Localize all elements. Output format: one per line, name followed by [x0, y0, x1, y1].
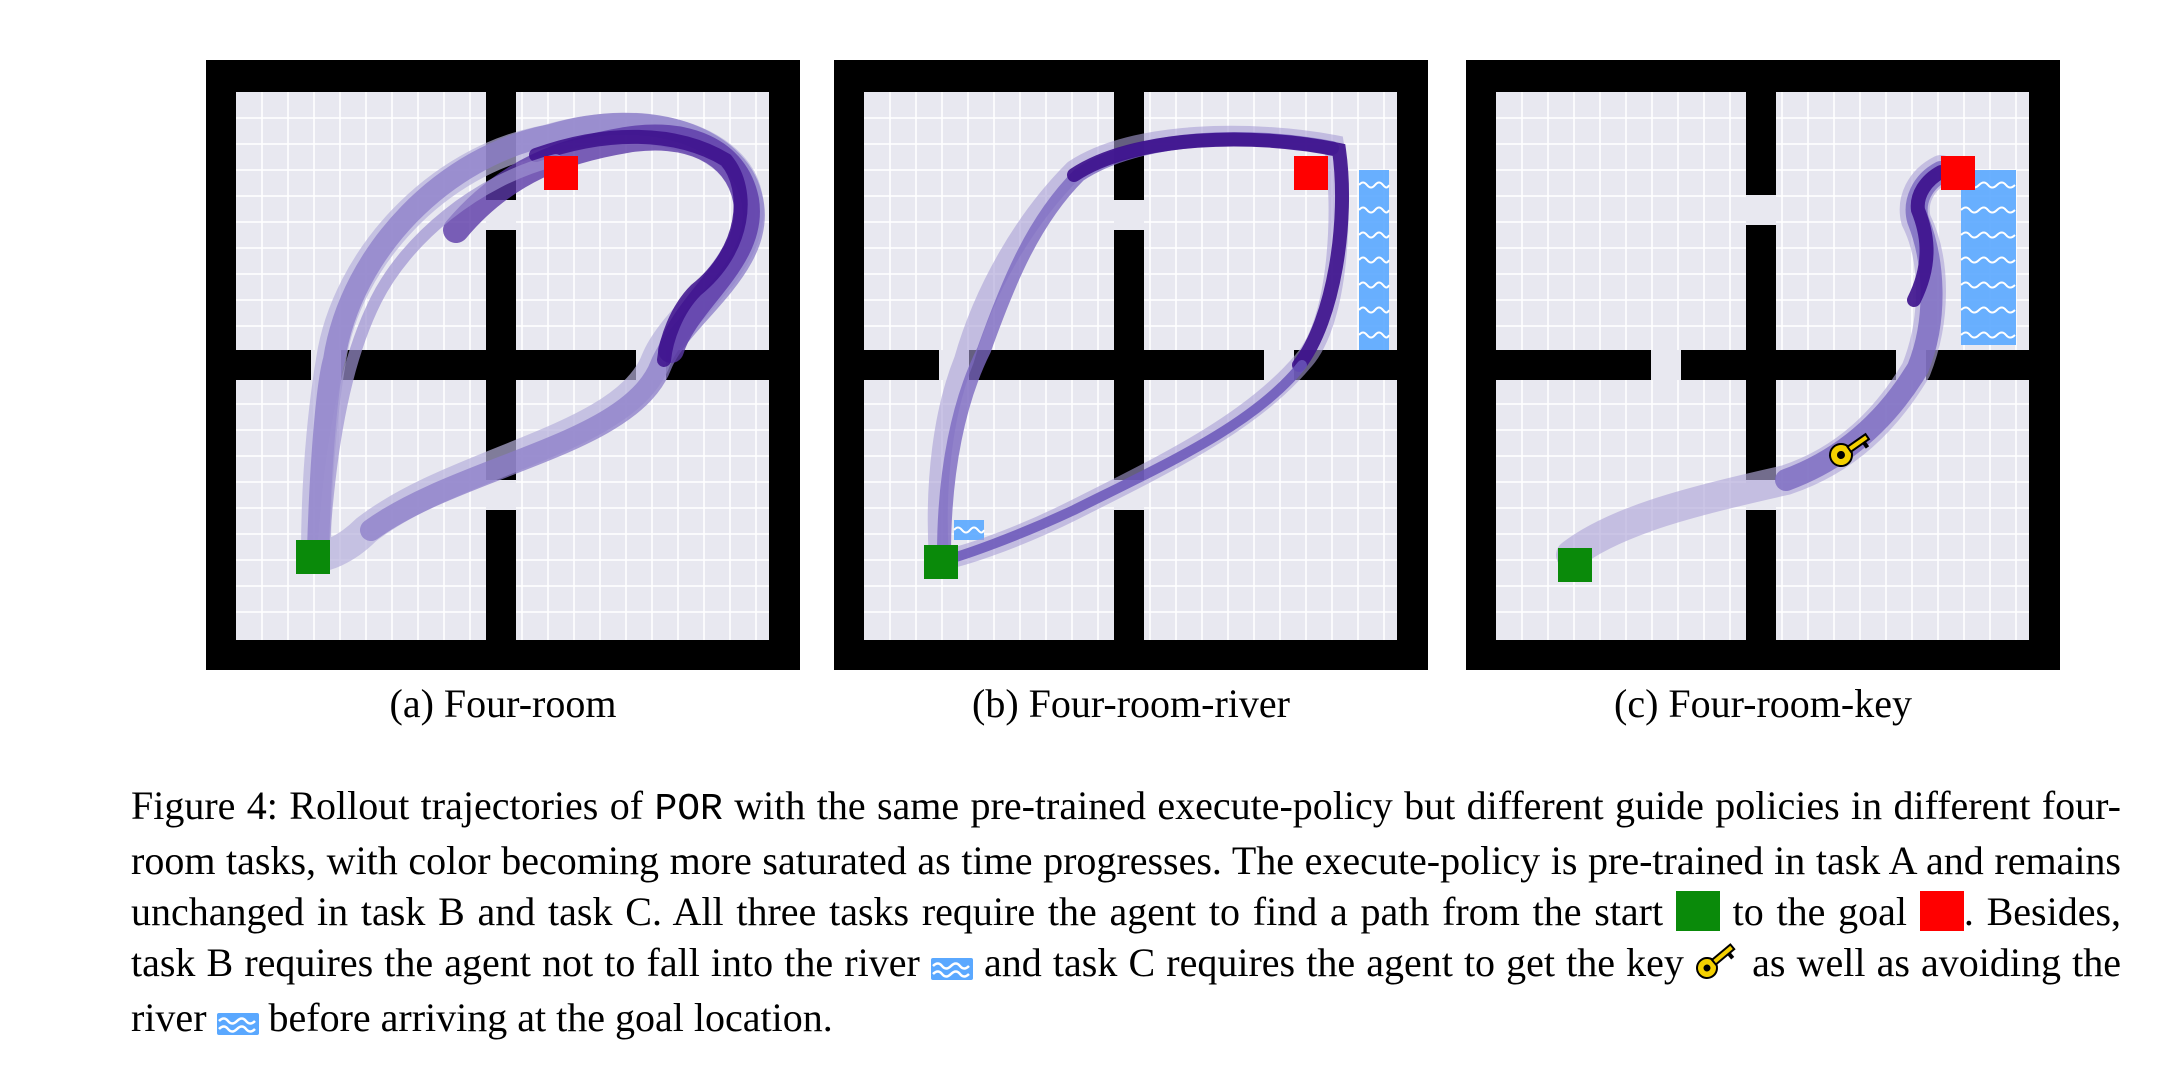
figure-caption: Figure 4: Rollout trajectories of POR wi…: [131, 780, 2121, 1047]
start-square-icon: [1675, 891, 1720, 931]
key-icon: [1695, 940, 1741, 992]
method-name: POR: [654, 788, 723, 831]
four-room-map: [206, 60, 800, 670]
caption-text-2: to the goal: [1732, 889, 1908, 934]
four-room-river-map: [834, 60, 1428, 670]
goal-square-icon: [544, 156, 578, 190]
river-icon: [1960, 170, 2016, 345]
river-icon: [930, 941, 973, 992]
subcaption-b: (b) Four-room-river: [972, 681, 1290, 726]
four-room-key-map: [1466, 60, 2060, 670]
start-square-icon: [924, 545, 958, 579]
caption-text-1: with the same pre-trained execute-policy…: [131, 783, 2121, 934]
start-square-icon: [1558, 548, 1592, 582]
caption-text-4: and task C requires the agent to get the…: [984, 940, 1684, 985]
trajectory-bundle: [927, 125, 1350, 570]
goal-square-icon: [1919, 891, 1964, 931]
caption-text-6: before arriving at the goal location.: [268, 995, 833, 1040]
panel-four-room-river: [834, 60, 1428, 670]
trajectory-bundle: [301, 112, 765, 572]
caption-text-5: as well as avoiding the river: [131, 940, 2122, 1040]
start-square-icon: [296, 540, 330, 574]
goal-square-icon: [1294, 156, 1328, 190]
panel-four-room-key: [1466, 60, 2060, 670]
caption-text-3: . Besides, task B requires the agent not…: [131, 889, 2122, 985]
goal-square-icon: [1941, 156, 1975, 190]
subcaption-a: (a) Four-room: [389, 681, 617, 726]
subcaption-c: (c) Four-room-key: [1614, 681, 1912, 726]
river-icon: [216, 996, 259, 1047]
panel-four-room: [206, 60, 800, 670]
caption-lead: Figure 4: Rollout trajectories of: [131, 783, 644, 828]
key-icon: [1829, 432, 1871, 467]
